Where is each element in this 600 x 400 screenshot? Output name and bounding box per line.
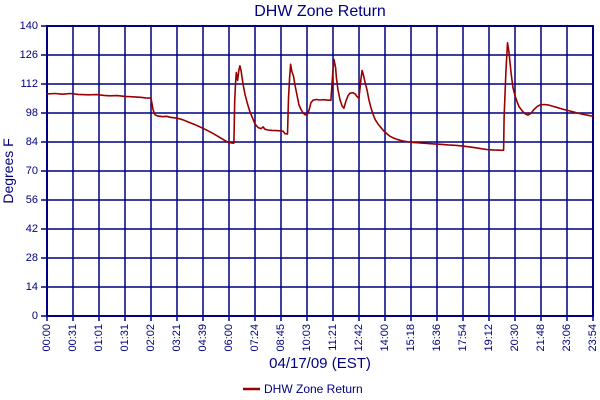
- x-tick-label: 06:00: [223, 324, 235, 352]
- y-tick-label: 14: [26, 281, 38, 293]
- y-axis-title: Degrees F: [0, 138, 16, 203]
- x-tick-label: 02:02: [145, 324, 157, 352]
- x-tick-label: 04:39: [197, 324, 209, 352]
- x-tick-label: 00:00: [41, 324, 53, 352]
- x-tick-label: 07:24: [249, 324, 261, 352]
- x-tick-label: 08:45: [275, 324, 287, 352]
- series-line-dhw-zone-return: [46, 41, 594, 152]
- x-tick-label: 15:18: [405, 324, 417, 352]
- x-axis-title: 04/17/09 (EST): [269, 355, 371, 372]
- x-tick-label: 14:00: [379, 324, 391, 352]
- x-tick-label: 01:31: [119, 324, 131, 352]
- y-tick-label: 98: [26, 107, 38, 119]
- y-tick-label: 112: [20, 78, 38, 90]
- x-tick-label: 01:01: [93, 324, 105, 352]
- y-tick-label: 0: [32, 310, 38, 322]
- y-tick-label: 126: [20, 49, 38, 61]
- x-tick-label: 21:48: [535, 324, 547, 352]
- plot-frame: [46, 25, 594, 317]
- series-lines: [46, 41, 594, 152]
- x-tick-label: 12:42: [353, 324, 365, 352]
- x-tick-labels: 00:00 00:31 01:01 01:31 02:02 03:21 04:39 06:00…: [41, 324, 599, 352]
- x-tick-label: 11:21: [327, 324, 339, 351]
- grid-lines: [47, 26, 593, 316]
- x-tick-label: 10:03: [301, 324, 313, 352]
- y-tick-label: 56: [26, 194, 38, 206]
- y-tick-label: 70: [26, 165, 38, 177]
- y-tick-label: 42: [26, 223, 38, 235]
- y-tick-label: 140: [20, 20, 38, 32]
- x-tick-label: 00:31: [67, 324, 79, 352]
- x-tick-label: 23:06: [561, 324, 573, 352]
- x-tick-label: 20:30: [509, 324, 521, 352]
- x-tick-label: 16:36: [431, 324, 443, 352]
- x-tick-label: 17:54: [457, 324, 469, 352]
- y-tick-label: 84: [26, 136, 38, 148]
- legend: DHW Zone Return: [243, 382, 363, 396]
- x-tick-label: 19:12: [483, 324, 495, 352]
- legend-label: DHW Zone Return: [264, 382, 363, 396]
- x-tick-label: 23:54: [587, 324, 599, 352]
- chart-title: DHW Zone Return: [254, 3, 386, 20]
- y-tick-label: 28: [26, 252, 38, 264]
- x-tick-label: 03:21: [171, 324, 183, 352]
